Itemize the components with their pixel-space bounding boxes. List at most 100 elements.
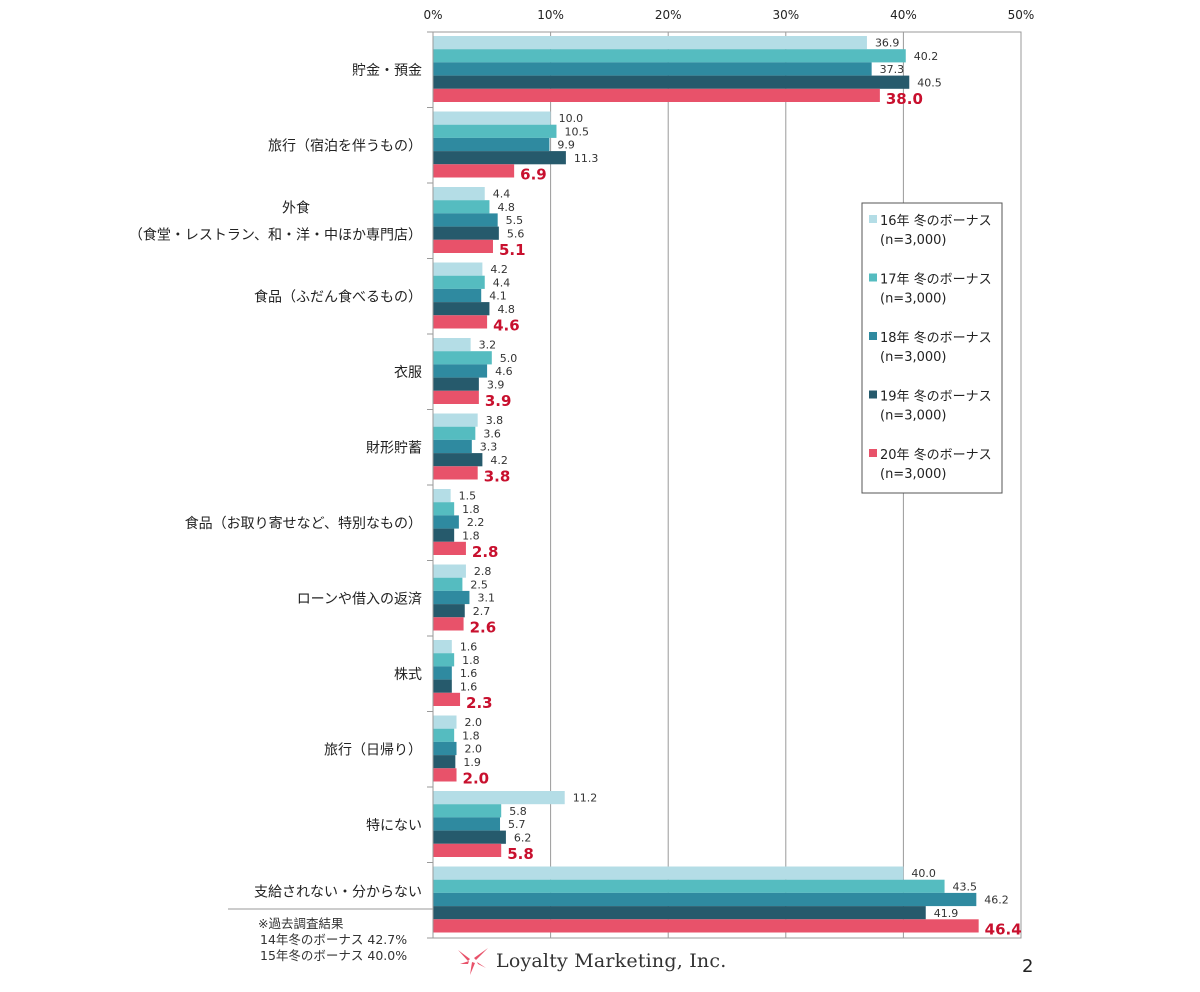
- note-line-15: 15年冬のボーナス 40.0%: [260, 948, 408, 963]
- bar: [433, 426, 476, 440]
- value-label: 3.8: [486, 414, 504, 427]
- x-axis-ticks: 0% 10% 20% 30% 40% 50%: [423, 8, 1034, 22]
- bar: [433, 489, 451, 503]
- value-label: 37.3: [880, 63, 905, 76]
- bar: [433, 49, 906, 63]
- bar: [433, 36, 867, 50]
- legend-box: [861, 202, 1003, 494]
- value-label: 2.0: [465, 743, 483, 756]
- value-label: 10.0: [559, 112, 584, 125]
- bar: [433, 653, 455, 667]
- bar: [433, 879, 945, 893]
- value-label-highlight: 38.0: [886, 90, 923, 108]
- bar: [433, 453, 483, 467]
- value-label-highlight: 2.3: [466, 694, 493, 712]
- category-label: 外食: [282, 199, 310, 216]
- bar: [433, 679, 452, 693]
- value-label: 2.0: [465, 716, 483, 729]
- legend-series-name: 20年 冬のボーナス: [880, 447, 992, 463]
- legend-swatch: [869, 273, 877, 282]
- x-tick-label: 20%: [655, 8, 682, 22]
- bar: [433, 755, 456, 769]
- value-label: 10.5: [564, 125, 589, 138]
- value-label: 5.6: [507, 227, 524, 240]
- value-label: 3.3: [480, 441, 498, 454]
- bar: [433, 88, 880, 102]
- bar: [433, 577, 463, 591]
- bar: [433, 502, 455, 516]
- past-survey-note: ※過去調査結果 14年冬のボーナス 42.7% 15年冬のボーナス 40.0%: [258, 916, 407, 964]
- legend-series-n: (n=3,000): [880, 350, 947, 365]
- bar: [433, 617, 464, 631]
- bar: [433, 75, 910, 89]
- category-label: 財形貯蓄: [366, 440, 422, 456]
- value-label-highlight: 2.8: [472, 543, 499, 561]
- value-label: 4.2: [490, 454, 508, 467]
- value-label: 4.6: [495, 365, 513, 378]
- value-label: 3.1: [477, 592, 495, 605]
- value-label-highlight: 5.1: [499, 241, 526, 259]
- value-label: 2.7: [473, 605, 491, 618]
- bar: [433, 413, 478, 427]
- x-tick-label: 50%: [1008, 8, 1035, 22]
- value-label: 41.9: [934, 907, 959, 920]
- value-label: 4.8: [497, 303, 515, 316]
- bar: [433, 390, 479, 404]
- x-tick-label: 0%: [423, 8, 442, 22]
- bar: [433, 364, 488, 378]
- value-label: 1.8: [462, 654, 480, 667]
- value-label: 4.4: [493, 188, 511, 201]
- bar: [433, 715, 457, 729]
- value-label: 4.4: [493, 276, 511, 289]
- value-label-highlight: 3.8: [484, 468, 511, 486]
- value-label: 1.6: [460, 667, 478, 680]
- category-label: 食品（ふだん食べるもの）: [254, 288, 422, 305]
- value-label: 1.9: [463, 756, 481, 769]
- value-label: 46.2: [984, 894, 1009, 907]
- bar: [433, 866, 904, 880]
- value-label: 40.5: [917, 76, 942, 89]
- category-label: 特にない: [366, 818, 422, 834]
- value-label: 4.8: [497, 201, 515, 214]
- category-label: 貯金・預金: [352, 63, 422, 79]
- category-label: 衣服: [394, 365, 422, 381]
- value-label: 2.8: [474, 565, 492, 578]
- bar: [433, 604, 465, 618]
- value-label: 11.3: [574, 152, 599, 165]
- grid-lines: [228, 31, 1022, 939]
- legend-series-name: 18年 冬のボーナス: [880, 330, 992, 346]
- note-line-14: 14年冬のボーナス 42.7%: [260, 932, 408, 947]
- legend-swatch: [869, 332, 877, 340]
- bar: [433, 151, 566, 165]
- value-label: 2.2: [467, 516, 485, 529]
- bar: [433, 892, 977, 907]
- bar: [433, 439, 472, 454]
- value-label-highlight: 5.8: [507, 845, 534, 863]
- logo-text: Loyalty Marketing, Inc.: [496, 950, 727, 972]
- value-label: 1.6: [460, 641, 478, 654]
- bar: [433, 124, 557, 138]
- bar: [433, 666, 452, 680]
- category-label: （食堂・レストラン、和・洋・中ほか専門店）: [129, 226, 422, 243]
- bar: [433, 226, 499, 240]
- bars: [433, 36, 979, 933]
- value-label: 1.8: [462, 503, 480, 516]
- value-label-highlight: 3.9: [485, 392, 512, 410]
- bar: [433, 528, 455, 542]
- legend-series-name: 17年 冬のボーナス: [880, 272, 992, 288]
- category-label: ローンや借入の返済: [297, 591, 422, 607]
- bar: [433, 137, 550, 152]
- legend-series-n: (n=3,000): [880, 292, 947, 307]
- value-label-highlight: 4.6: [493, 317, 520, 335]
- bar: [433, 843, 502, 857]
- value-label: 11.2: [573, 792, 598, 805]
- value-label: 5.5: [506, 214, 524, 227]
- bar: [433, 302, 490, 316]
- x-tick-label: 30%: [772, 8, 799, 22]
- bar: [433, 262, 483, 276]
- x-tick-label: 40%: [890, 8, 917, 22]
- value-label: 1.5: [459, 490, 477, 503]
- bar: [433, 315, 488, 329]
- value-label: 1.6: [460, 680, 478, 693]
- category-label: 食品（お取り寄せなど、特別なもの）: [185, 515, 422, 532]
